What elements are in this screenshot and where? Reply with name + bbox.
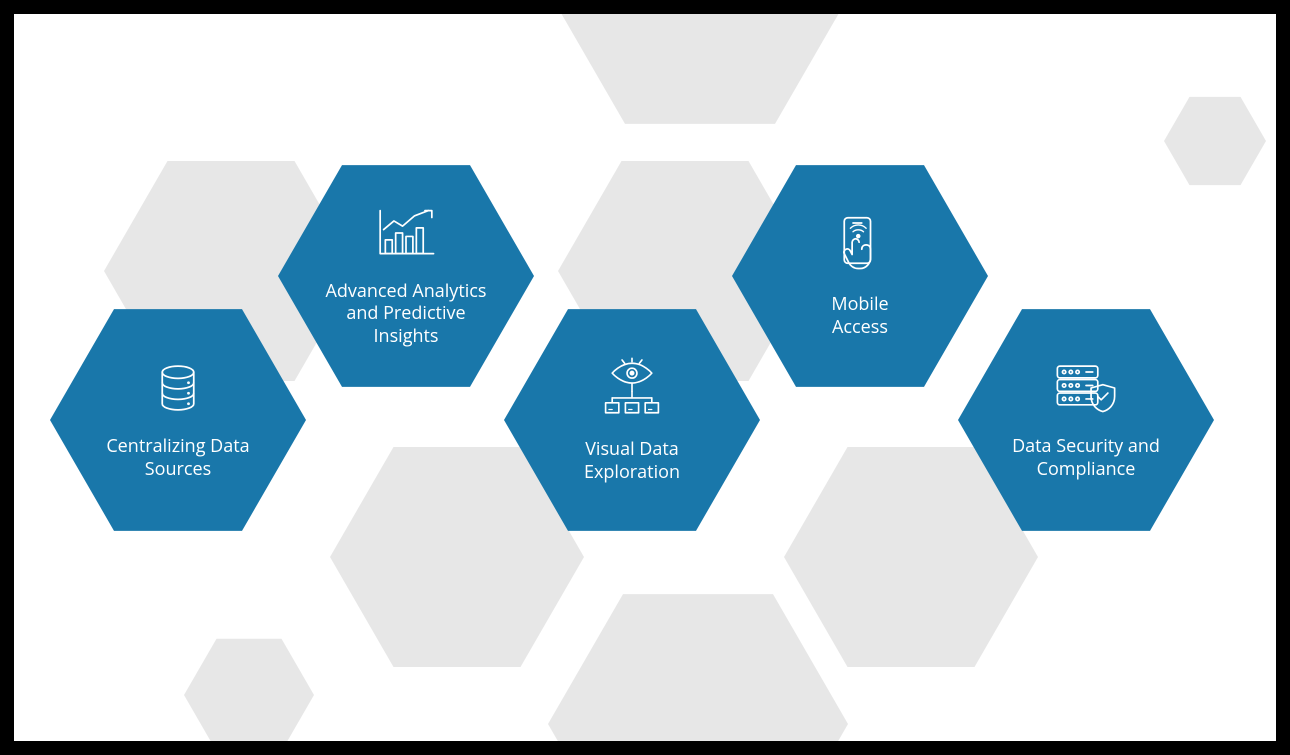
bg-hex [550,14,850,144]
bg-hex [548,574,848,741]
hex-mobile-access: Mobile Access [732,148,988,404]
hex-label: Visual Data Exploration [556,438,708,483]
diagram-frame: Centralizing Data Sources Advanced Analy… [14,14,1276,741]
hex-label: Mobile Access [803,293,916,338]
bg-hex [184,630,314,741]
hex-label: Centralizing Data Sources [78,435,277,480]
database-icon [150,360,206,421]
eye-network-icon [599,357,665,424]
hex-advanced-analytics: Advanced Analytics and Predictive Insigh… [278,148,534,404]
bg-hex [1164,90,1266,192]
hex-label: Data Security and Compliance [984,435,1188,480]
mobile-touch-icon [832,214,888,279]
analytics-chart-icon [375,205,437,266]
hex-label: Advanced Analytics and Predictive Insigh… [298,280,515,348]
server-shield-icon [1054,360,1118,421]
